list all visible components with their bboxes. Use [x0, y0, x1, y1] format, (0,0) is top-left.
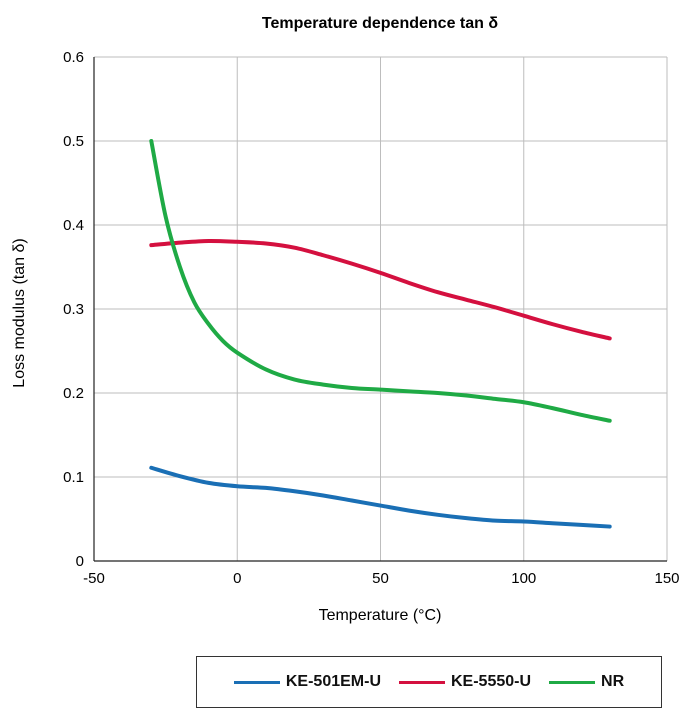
x-tick-label: 150: [654, 570, 679, 587]
legend-label-ke501emu: KE-501EM-U: [285, 673, 381, 690]
x-tick-label: 100: [511, 570, 536, 587]
series-line-ke-5550-u: [149, 238, 612, 341]
series-line-ke-501em-u: [149, 465, 612, 529]
series-line-nr: [149, 139, 612, 423]
legend-item-nr: NR: [549, 673, 624, 691]
y-tick-label: 0.6: [63, 49, 84, 66]
legend-item-ke501emu: KE-501EM-U: [233, 673, 381, 691]
legend: KE-501EM-U KE-5550-U NR: [196, 656, 662, 708]
legend-swatch-nr: [549, 680, 596, 684]
x-tick-label: -50: [83, 570, 105, 587]
legend-swatch-ke501emu: [233, 680, 280, 684]
x-axis-label: Temperature (°C): [319, 607, 442, 624]
y-tick-label: 0: [76, 553, 84, 570]
y-tick-label: 0.4: [63, 217, 84, 234]
y-tick-label: 0.5: [63, 133, 84, 150]
y-tick-label: 0.1: [63, 469, 84, 486]
y-tick-label: 0.3: [63, 301, 84, 318]
x-tick-label: 50: [372, 570, 389, 587]
chart-title: Temperature dependence tan δ: [262, 15, 498, 32]
legend-item-ke5550u: KE-5550-U: [399, 673, 531, 691]
y-tick-label: 0.2: [63, 385, 84, 402]
x-tick-label: 0: [233, 570, 241, 587]
legend-label-nr: NR: [601, 673, 625, 690]
legend-swatch-ke5550u: [399, 680, 445, 684]
y-axis-label: Loss modulus (tan δ): [11, 238, 28, 387]
legend-label-ke5550u: KE-5550-U: [451, 673, 532, 690]
